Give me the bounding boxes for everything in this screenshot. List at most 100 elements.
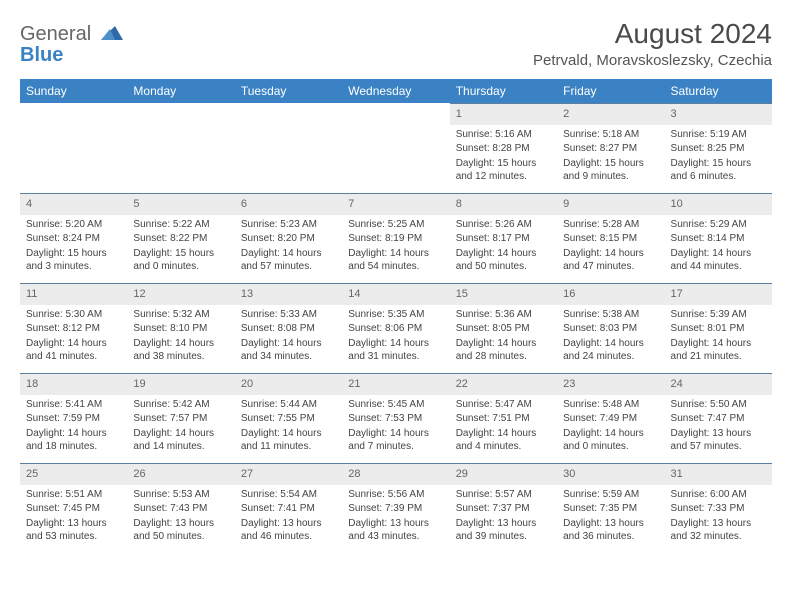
sunset-line: Sunset: 8:20 PM [241,232,336,246]
sunrise-line: Sunrise: 5:44 AM [241,398,336,412]
daylight-line: Daylight: 13 hours and 43 minutes. [348,517,443,544]
day-number: 5 [127,193,234,215]
day-body: Sunrise: 5:51 AMSunset: 7:45 PMDaylight:… [20,485,127,549]
calendar-cell: 31Sunrise: 6:00 AMSunset: 7:33 PMDayligh… [665,463,772,553]
sunset-line: Sunset: 8:12 PM [26,322,121,336]
location: Petrvald, Moravskoslezsky, Czechia [533,52,772,69]
day-body: Sunrise: 5:33 AMSunset: 8:08 PMDaylight:… [235,305,342,369]
daylight-line: Daylight: 13 hours and 46 minutes. [241,517,336,544]
day-body: Sunrise: 5:29 AMSunset: 8:14 PMDaylight:… [665,215,772,279]
sunrise-line: Sunrise: 5:36 AM [456,308,551,322]
calendar-head: SundayMondayTuesdayWednesdayThursdayFrid… [20,79,772,103]
sunset-line: Sunset: 7:33 PM [671,502,766,516]
day-number: 9 [557,193,664,215]
sunset-line: Sunset: 7:45 PM [26,502,121,516]
daylight-line: Daylight: 15 hours and 12 minutes. [456,157,551,184]
daylight-line: Daylight: 14 hours and 47 minutes. [563,247,658,274]
daylight-line: Daylight: 14 hours and 38 minutes. [133,337,228,364]
day-number: 4 [20,193,127,215]
day-number: 29 [450,463,557,485]
day-number: 21 [342,373,449,395]
sunrise-line: Sunrise: 5:41 AM [26,398,121,412]
day-number: 30 [557,463,664,485]
day-body: Sunrise: 5:53 AMSunset: 7:43 PMDaylight:… [127,485,234,549]
calendar-body: 1Sunrise: 5:16 AMSunset: 8:28 PMDaylight… [20,103,772,553]
logo: General Blue [20,18,123,66]
sunset-line: Sunset: 7:53 PM [348,412,443,426]
sunset-line: Sunset: 7:47 PM [671,412,766,426]
sunset-line: Sunset: 7:51 PM [456,412,551,426]
daylight-line: Daylight: 15 hours and 9 minutes. [563,157,658,184]
daylight-line: Daylight: 13 hours and 32 minutes. [671,517,766,544]
day-body: Sunrise: 5:32 AMSunset: 8:10 PMDaylight:… [127,305,234,369]
calendar-cell [342,103,449,193]
day-number: 11 [20,283,127,305]
logo-text-2: Blue [20,44,63,66]
sunrise-line: Sunrise: 6:00 AM [671,488,766,502]
calendar-row: 4Sunrise: 5:20 AMSunset: 8:24 PMDaylight… [20,193,772,283]
sunset-line: Sunset: 7:49 PM [563,412,658,426]
sunrise-line: Sunrise: 5:28 AM [563,218,658,232]
calendar-cell: 1Sunrise: 5:16 AMSunset: 8:28 PMDaylight… [450,103,557,193]
sunset-line: Sunset: 8:05 PM [456,322,551,336]
day-body: Sunrise: 5:44 AMSunset: 7:55 PMDaylight:… [235,395,342,459]
calendar-cell: 21Sunrise: 5:45 AMSunset: 7:53 PMDayligh… [342,373,449,463]
calendar-cell: 10Sunrise: 5:29 AMSunset: 8:14 PMDayligh… [665,193,772,283]
daylight-line: Daylight: 13 hours and 57 minutes. [671,427,766,454]
calendar-cell: 5Sunrise: 5:22 AMSunset: 8:22 PMDaylight… [127,193,234,283]
sunrise-line: Sunrise: 5:29 AM [671,218,766,232]
calendar-cell: 28Sunrise: 5:56 AMSunset: 7:39 PMDayligh… [342,463,449,553]
daylight-line: Daylight: 13 hours and 39 minutes. [456,517,551,544]
day-body: Sunrise: 5:23 AMSunset: 8:20 PMDaylight:… [235,215,342,279]
day-number: 8 [450,193,557,215]
day-body: Sunrise: 5:19 AMSunset: 8:25 PMDaylight:… [665,125,772,189]
day-number: 13 [235,283,342,305]
day-body: Sunrise: 5:59 AMSunset: 7:35 PMDaylight:… [557,485,664,549]
sunrise-line: Sunrise: 5:50 AM [671,398,766,412]
calendar-cell: 17Sunrise: 5:39 AMSunset: 8:01 PMDayligh… [665,283,772,373]
calendar-row: 18Sunrise: 5:41 AMSunset: 7:59 PMDayligh… [20,373,772,463]
calendar-cell: 16Sunrise: 5:38 AMSunset: 8:03 PMDayligh… [557,283,664,373]
sunset-line: Sunset: 7:57 PM [133,412,228,426]
calendar-cell: 14Sunrise: 5:35 AMSunset: 8:06 PMDayligh… [342,283,449,373]
sunrise-line: Sunrise: 5:35 AM [348,308,443,322]
calendar-cell [20,103,127,193]
daylight-line: Daylight: 14 hours and 34 minutes. [241,337,336,364]
calendar-cell: 4Sunrise: 5:20 AMSunset: 8:24 PMDaylight… [20,193,127,283]
sunrise-line: Sunrise: 5:48 AM [563,398,658,412]
sunset-line: Sunset: 7:39 PM [348,502,443,516]
logo-text-1: General [20,23,91,45]
sunset-line: Sunset: 8:01 PM [671,322,766,336]
sunset-line: Sunset: 8:08 PM [241,322,336,336]
sunrise-line: Sunrise: 5:25 AM [348,218,443,232]
sunrise-line: Sunrise: 5:59 AM [563,488,658,502]
weekday-header: Saturday [665,79,772,103]
daylight-line: Daylight: 14 hours and 50 minutes. [456,247,551,274]
daylight-line: Daylight: 14 hours and 0 minutes. [563,427,658,454]
sunrise-line: Sunrise: 5:32 AM [133,308,228,322]
day-number: 19 [127,373,234,395]
logo-icon [101,24,123,45]
weekday-header: Monday [127,79,234,103]
sunrise-line: Sunrise: 5:30 AM [26,308,121,322]
day-body: Sunrise: 5:26 AMSunset: 8:17 PMDaylight:… [450,215,557,279]
daylight-line: Daylight: 15 hours and 3 minutes. [26,247,121,274]
calendar-cell: 27Sunrise: 5:54 AMSunset: 7:41 PMDayligh… [235,463,342,553]
calendar-cell: 2Sunrise: 5:18 AMSunset: 8:27 PMDaylight… [557,103,664,193]
day-number: 18 [20,373,127,395]
calendar-cell: 24Sunrise: 5:50 AMSunset: 7:47 PMDayligh… [665,373,772,463]
daylight-line: Daylight: 15 hours and 0 minutes. [133,247,228,274]
day-body: Sunrise: 6:00 AMSunset: 7:33 PMDaylight:… [665,485,772,549]
daylight-line: Daylight: 14 hours and 18 minutes. [26,427,121,454]
sunrise-line: Sunrise: 5:26 AM [456,218,551,232]
day-number: 6 [235,193,342,215]
sunset-line: Sunset: 8:27 PM [563,142,658,156]
sunrise-line: Sunrise: 5:54 AM [241,488,336,502]
day-body: Sunrise: 5:30 AMSunset: 8:12 PMDaylight:… [20,305,127,369]
daylight-line: Daylight: 14 hours and 14 minutes. [133,427,228,454]
day-body: Sunrise: 5:47 AMSunset: 7:51 PMDaylight:… [450,395,557,459]
day-number: 2 [557,103,664,125]
day-body: Sunrise: 5:54 AMSunset: 7:41 PMDaylight:… [235,485,342,549]
weekday-header: Friday [557,79,664,103]
sunrise-line: Sunrise: 5:33 AM [241,308,336,322]
